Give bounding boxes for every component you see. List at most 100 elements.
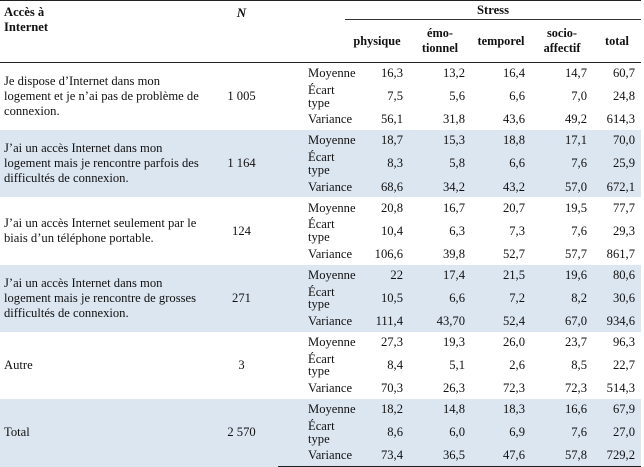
cell-emotionnel: 6,3 bbox=[449, 223, 465, 238]
header-col-physique: physique bbox=[353, 33, 401, 48]
cell-total: 27,0 bbox=[593, 419, 641, 446]
stat-label: Variance bbox=[308, 112, 353, 127]
group-n-value: 271 bbox=[205, 264, 278, 332]
cell-socio-affectif: 57,0 bbox=[531, 176, 593, 198]
cell-physique: 20,8 bbox=[380, 200, 403, 215]
table-row: Écart type 7,5 5,6 6,6 7,0 24,8 bbox=[0, 84, 641, 109]
cell-emotionnel: 13,2 bbox=[409, 62, 471, 84]
cell-total: 22,7 bbox=[612, 358, 635, 373]
cell-emotionnel: 5,8 bbox=[409, 151, 471, 177]
cell-emotionnel: 39,8 bbox=[442, 246, 465, 261]
cell-emotionnel: 43,70 bbox=[409, 310, 471, 332]
table-row: Écart type 8,4 5,1 2,6 8,5 22,7 bbox=[0, 352, 641, 378]
stat-label: Écart type bbox=[308, 217, 335, 244]
cell-emotionnel: 34,2 bbox=[409, 176, 471, 198]
stat-label: Variance bbox=[308, 246, 353, 261]
table-row: Total 2 570 Moyenne 18,2 14,8 18,3 16,6 67,9 bbox=[0, 398, 641, 467]
cell-socio-affectif: 19,6 bbox=[531, 264, 593, 286]
cell-temporel: 2,6 bbox=[509, 358, 525, 373]
cell-emotionnel: 6,6 bbox=[409, 285, 471, 311]
stat-label: Écart type bbox=[278, 285, 345, 311]
table-row: Autre 3 Moyenne 27,3 19,3 26,0 23,7 96,3 bbox=[0, 332, 641, 372]
cell-total: 614,3 bbox=[606, 112, 635, 127]
cell-temporel: 16,4 bbox=[471, 62, 531, 84]
cell-socio-affectif: 67,0 bbox=[531, 310, 593, 332]
cell-socio-affectif: 8,2 bbox=[531, 285, 593, 311]
cell-total: 729,2 bbox=[593, 445, 641, 467]
cell-total: 96,3 bbox=[612, 334, 635, 349]
header-n-label: N bbox=[205, 0, 278, 63]
header-col-socio-affectif: socio-affectif bbox=[543, 26, 581, 55]
cell-total: 30,6 bbox=[593, 285, 641, 311]
cell-temporel: 72,3 bbox=[502, 381, 525, 396]
cell-emotionnel: 31,8 bbox=[442, 112, 465, 127]
cell-physique: 7,5 bbox=[387, 89, 403, 104]
table-row: Variance 56,1 31,8 43,6 49,2 614,3 bbox=[0, 109, 641, 130]
cell-temporel: 47,6 bbox=[471, 445, 531, 467]
group-label: Total bbox=[0, 398, 205, 467]
cell-temporel: 43,2 bbox=[471, 176, 531, 198]
cell-socio-affectif: 17,1 bbox=[531, 130, 593, 152]
group-n-value: 1 005 bbox=[205, 62, 278, 131]
cell-physique: 27,3 bbox=[380, 334, 403, 349]
cell-socio-affectif: 7,6 bbox=[531, 151, 593, 177]
header-col-temporel: temporel bbox=[477, 33, 525, 48]
cell-socio-affectif: 19,5 bbox=[564, 200, 587, 215]
cell-total: 861,7 bbox=[606, 246, 635, 261]
stat-label: Variance bbox=[278, 445, 352, 467]
cell-emotionnel: 26,3 bbox=[442, 381, 465, 396]
stat-label: Écart type bbox=[278, 151, 345, 177]
group-n-value: 1 164 bbox=[205, 130, 278, 198]
cell-physique: 73,4 bbox=[345, 445, 409, 467]
group-label: J’ai un accès Internet dans mon logement… bbox=[0, 130, 205, 198]
cell-socio-affectif: 7,6 bbox=[531, 419, 593, 446]
stat-label: Moyenne bbox=[308, 334, 356, 349]
table-row: Variance 106,6 39,8 52,7 57,7 861,7 bbox=[0, 244, 641, 265]
cell-physique: 106,6 bbox=[374, 246, 403, 261]
table-row: Variance 111,4 43,70 52,4 67,0 934,6 bbox=[0, 310, 641, 332]
cell-temporel: 18,3 bbox=[471, 398, 531, 420]
table-row: Écart type 8,3 5,8 6,6 7,6 25,9 bbox=[0, 151, 641, 177]
header-row-2: physique émo-tionnel temporel socio-affe… bbox=[0, 20, 641, 63]
stat-label: Variance bbox=[308, 381, 353, 396]
cell-physique: 8,4 bbox=[387, 358, 403, 373]
cell-physique: 68,6 bbox=[345, 176, 409, 198]
cell-socio-affectif: 7,0 bbox=[571, 89, 587, 104]
cell-socio-affectif: 8,5 bbox=[571, 358, 587, 373]
cell-temporel: 7,2 bbox=[471, 285, 531, 311]
header-access-label: Accès à Internet bbox=[0, 0, 205, 63]
group-label: J’ai un accès Internet seulement par le … bbox=[4, 215, 197, 245]
cell-emotionnel: 19,3 bbox=[442, 334, 465, 349]
cell-emotionnel: 15,3 bbox=[409, 130, 471, 152]
table-row: Écart type 10,5 6,6 7,2 8,2 30,6 bbox=[0, 285, 641, 311]
group-n-value: 3 bbox=[238, 358, 245, 373]
cell-physique: 70,3 bbox=[380, 381, 403, 396]
cell-temporel: 18,8 bbox=[471, 130, 531, 152]
cell-total: 24,8 bbox=[612, 89, 635, 104]
cell-physique: 8,6 bbox=[345, 419, 409, 446]
header-stress-label: Stress bbox=[345, 0, 641, 20]
header-col-emotionnel: émo-tionnel bbox=[421, 26, 459, 55]
cell-temporel: 6,6 bbox=[471, 151, 531, 177]
cell-socio-affectif: 14,7 bbox=[531, 62, 593, 84]
cell-physique: 18,7 bbox=[345, 130, 409, 152]
cell-emotionnel: 6,0 bbox=[409, 419, 471, 446]
cell-physique: 10,5 bbox=[345, 285, 409, 311]
cell-total: 514,3 bbox=[606, 381, 635, 396]
stat-label: Variance bbox=[278, 176, 352, 198]
table-row: J’ai un accès Internet dans mon logement… bbox=[0, 130, 641, 198]
cell-total: 934,6 bbox=[593, 310, 641, 332]
cell-physique: 18,2 bbox=[345, 398, 409, 420]
cell-total: 77,7 bbox=[612, 200, 635, 215]
cell-total: 25,9 bbox=[593, 151, 641, 177]
cell-temporel: 6,6 bbox=[509, 89, 525, 104]
cell-temporel: 20,7 bbox=[502, 200, 525, 215]
cell-physique: 16,3 bbox=[345, 62, 409, 84]
cell-emotionnel: 5,1 bbox=[449, 358, 465, 373]
table-row: Écart type 8,6 6,0 6,9 7,6 27,0 bbox=[0, 419, 641, 446]
cell-emotionnel: 5,6 bbox=[449, 89, 465, 104]
cell-total: 67,9 bbox=[593, 398, 641, 420]
cell-emotionnel: 16,7 bbox=[442, 200, 465, 215]
stat-label: Variance bbox=[278, 310, 352, 332]
